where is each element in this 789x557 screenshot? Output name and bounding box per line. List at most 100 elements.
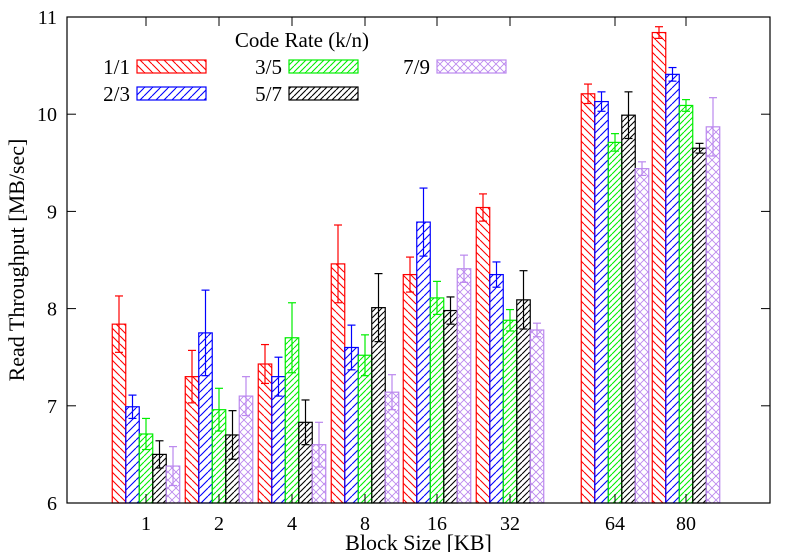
y-axis-ticks: 6 7 8 9 10 11 [37, 7, 770, 515]
error-bar [695, 142, 704, 154]
bar [489, 273, 504, 504]
error-bar [638, 161, 646, 177]
bar [705, 126, 721, 504]
bar [607, 141, 623, 504]
legend-swatch [288, 59, 359, 74]
legend-item: 7/9 [403, 55, 507, 79]
error-bar [597, 91, 606, 112]
bar [621, 114, 636, 504]
error-bar [446, 296, 455, 325]
bar [344, 346, 359, 504]
plot-frame [66, 16, 771, 504]
error-bar [506, 308, 514, 332]
error-bar [274, 356, 283, 397]
error-bar [315, 421, 323, 468]
error-bar [334, 224, 342, 304]
error-bar [261, 343, 269, 385]
error-bar [433, 280, 441, 316]
legend-swatch [288, 86, 359, 101]
y-tick-label: 6 [47, 493, 57, 515]
bar [580, 93, 596, 504]
error-bar [169, 446, 177, 487]
error-bar [611, 133, 619, 152]
error-bar [188, 349, 196, 404]
error-bar [682, 99, 690, 112]
x-tick-label: 2 [214, 513, 224, 535]
x-tick-label: 80 [676, 513, 696, 535]
legend-item: 3/5 [255, 55, 359, 79]
error-bar [533, 322, 541, 338]
x-axis-ticks: 1 2 4 8 16 32 64 80 [141, 17, 696, 535]
error-bar [347, 324, 356, 371]
error-bar [492, 261, 501, 288]
y-tick-label: 9 [47, 201, 57, 223]
x-tick-label: 1 [141, 513, 151, 535]
bar [634, 168, 650, 504]
x-tick-label: 64 [605, 513, 625, 535]
bar [125, 406, 140, 504]
error-bar [668, 66, 677, 82]
x-axis-label: Block Size [KB] [345, 530, 492, 552]
x-tick-label: 32 [500, 513, 520, 535]
error-bar [479, 193, 487, 222]
error-bar [584, 83, 592, 105]
error-bar [419, 187, 428, 257]
bar [357, 354, 373, 504]
error-bar [215, 387, 223, 432]
legend-label: 1/1 [103, 55, 130, 79]
bar [257, 363, 273, 504]
error-bar [361, 334, 369, 377]
legend-swatch [436, 59, 507, 74]
x-tick-label: 4 [287, 513, 297, 535]
x-tick-label: 8 [360, 513, 370, 535]
bar [429, 297, 445, 504]
bar [516, 299, 531, 504]
legend-item: 5/7 [255, 82, 359, 106]
error-bar [115, 295, 123, 353]
bar [416, 221, 431, 504]
legend-label: 2/3 [103, 82, 130, 106]
bar [665, 73, 680, 504]
error-bar [655, 26, 663, 39]
bar [651, 31, 667, 504]
y-tick-label: 10 [37, 104, 57, 126]
bar [402, 273, 418, 504]
error-bar [301, 399, 310, 446]
error-bars-layer [115, 26, 717, 487]
bar [443, 309, 458, 504]
bar [594, 100, 609, 504]
error-bar [374, 273, 383, 343]
y-tick-label: 11 [38, 7, 57, 29]
legend-swatch [136, 59, 207, 74]
error-bar [201, 289, 210, 377]
legend-label: 3/5 [255, 55, 282, 79]
bar [529, 329, 545, 504]
legend-swatch [136, 86, 207, 101]
y-tick-label: 8 [47, 299, 57, 321]
error-bar [406, 256, 414, 293]
error-bar [388, 374, 396, 411]
bar [692, 147, 707, 504]
legend-label: 5/7 [255, 82, 282, 106]
error-bar [155, 440, 164, 469]
error-bar [228, 410, 237, 460]
error-bar [460, 254, 468, 283]
error-bar [288, 302, 296, 374]
y-axis-label: Read Throughput [MB/sec] [4, 139, 29, 382]
legend-label: 7/9 [403, 55, 430, 79]
bar [502, 319, 518, 504]
bar [475, 206, 491, 504]
legend-title: Code Rate (k/n) [235, 28, 369, 52]
error-bar [624, 91, 633, 140]
error-bar [142, 417, 150, 451]
bar [456, 268, 472, 504]
bar [678, 104, 694, 504]
y-tick-label: 7 [47, 396, 57, 418]
error-bar [242, 376, 250, 417]
error-bar [128, 394, 137, 420]
legend: Code Rate (k/n) 1/1 2/3 3/5 5/7 7/9 [103, 28, 507, 106]
error-bar [519, 270, 528, 330]
error-bar [709, 97, 717, 157]
